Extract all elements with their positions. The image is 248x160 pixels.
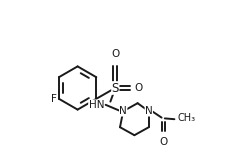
Text: O: O — [111, 49, 119, 59]
Text: O: O — [134, 83, 143, 93]
Text: F: F — [51, 94, 57, 104]
Text: O: O — [159, 137, 167, 147]
Text: S: S — [112, 81, 119, 95]
Text: N: N — [119, 106, 127, 116]
Text: N: N — [145, 106, 153, 116]
Text: HN: HN — [89, 100, 104, 110]
Text: CH₃: CH₃ — [178, 113, 196, 123]
